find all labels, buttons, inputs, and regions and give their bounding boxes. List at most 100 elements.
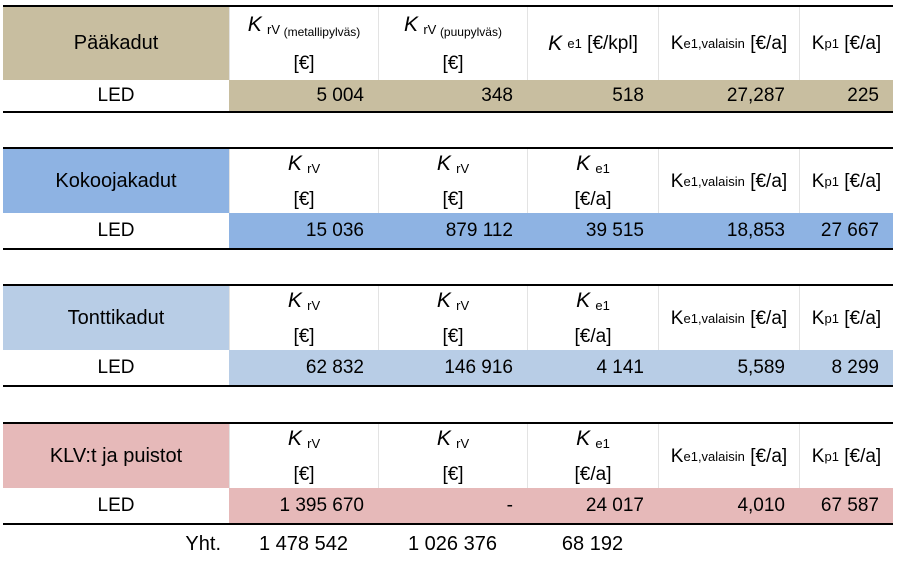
value-cell: 67 587 [820,494,879,516]
subscript: rV [266,21,280,37]
data-row: LED 15 036 879 112 39 515 18,853 27 667 [3,213,893,248]
row-label: LED [3,213,229,248]
table-bottom-rule [3,523,893,525]
symbol: K [436,426,451,450]
data-row: LED 5 004 348 518 27,287 225 [3,80,893,111]
value-cell: 518 [612,84,644,106]
unit: [€] [442,463,464,485]
data-row: LED 62 832 146 916 4 141 5,589 8 299 [3,350,893,385]
symbol: K [548,32,563,55]
subscript: rV [307,297,321,313]
symbol: K [287,151,302,175]
symbol: K [247,12,262,36]
symbol: K [576,426,591,450]
value-cell: 5 004 [316,84,364,106]
value-cell: 146 916 [444,356,513,378]
totals-label: Yht. [185,532,221,555]
value-cell: 879 112 [445,219,513,241]
value-cell: 4 141 [596,356,644,378]
subscript: p1 [824,448,839,464]
subscript: p1 [824,36,839,51]
table-bottom-rule [3,111,893,113]
header-row: Kokoojakadut K rV [€] K rV [€] K e1 [€/a] K… [3,149,893,213]
group-name: Tonttikadut [67,306,165,329]
unit: [€] [293,188,315,210]
table-klv-puistot: KLV:t ja puistot K rV [€] K rV [€] K e1 [€/… [3,422,893,526]
symbol: K [811,33,825,54]
subscript: e1,valaisin [683,310,745,326]
value-cell: - [506,494,513,516]
unit: [€/a] [844,33,882,54]
value-cell: 62 832 [305,356,364,378]
totals-row: Yht. 1 478 542 1 026 376 68 192 [3,527,893,561]
symbol: K [287,426,302,450]
unit: [€/a] [574,325,612,347]
symbol: K [670,33,684,54]
unit: [€/a] [750,445,788,467]
symbol: K [287,288,302,312]
subscript: rV [423,21,437,37]
subscript: e1 [595,435,610,451]
symbol: K [404,12,419,36]
subscript: e1,valaisin [683,36,745,51]
subscript: p1 [824,173,839,189]
header-cell-krv: K rV [€] [378,149,527,213]
value-cell: 15 036 [305,219,364,241]
table-top-rule [3,284,893,286]
value-cell: 348 [481,84,513,106]
value-cell: 4,010 [737,494,785,516]
data-row: LED 1 395 670 - 24 017 4,010 67 587 [3,488,893,523]
subscript: rV [456,297,470,313]
subscript-note: (puupylväs) [439,24,502,39]
header-cell-krv: K rV [€] [229,286,378,350]
value-cell: 18,853 [726,219,785,241]
value-cell: 225 [847,84,879,106]
unit: [€/kpl] [587,33,638,54]
unit: [€/a] [574,463,612,485]
table-top-rule [3,147,893,149]
subscript: e1 [595,160,610,176]
subscript-note: (metallipylväs) [283,24,361,39]
table-paakadut: Pääkadut K rV (metallipylväs) [€] K rV (p… [3,5,893,113]
header-cell-krv: K rV [€] [378,286,527,350]
symbol: K [670,170,684,192]
symbol: K [811,445,825,467]
unit: [€/a] [574,188,612,210]
symbol: K [436,288,451,312]
unit: [€/a] [844,445,882,467]
symbol: K [576,288,591,312]
header-cell-krv-wood: K rV (puupylväs) [€] [378,7,527,80]
unit: [€/a] [844,170,882,192]
unit: [€/a] [844,307,882,329]
subscript: e1,valaisin [683,448,745,464]
header-cell-ke1: K e1 [€/a] [527,149,658,213]
row-label: LED [3,80,229,111]
row-label: LED [3,488,229,523]
subscript: rV [307,160,321,176]
subscript: rV [456,435,470,451]
total-value: 68 192 [561,532,624,555]
row-label: LED [3,350,229,385]
value-cell: 27 667 [820,219,879,241]
group-name-cell: Kokoojakadut [3,149,229,213]
table-top-rule [3,422,893,424]
header-cell-ke1: K e1 [€/a] [527,286,658,350]
header-cell-krv: K rV [€] [229,149,378,213]
symbol: K [576,151,591,175]
unit: [€] [293,463,315,485]
symbol: K [670,307,684,329]
header-cell-krv: K rV [€] [229,424,378,488]
unit: [€] [293,52,315,74]
value-cell: 5,589 [737,356,785,378]
value-cell: 27,287 [726,84,785,106]
value-cell: 8 299 [831,356,879,378]
header-cell-ke1: K e1 [€/a] [527,424,658,488]
